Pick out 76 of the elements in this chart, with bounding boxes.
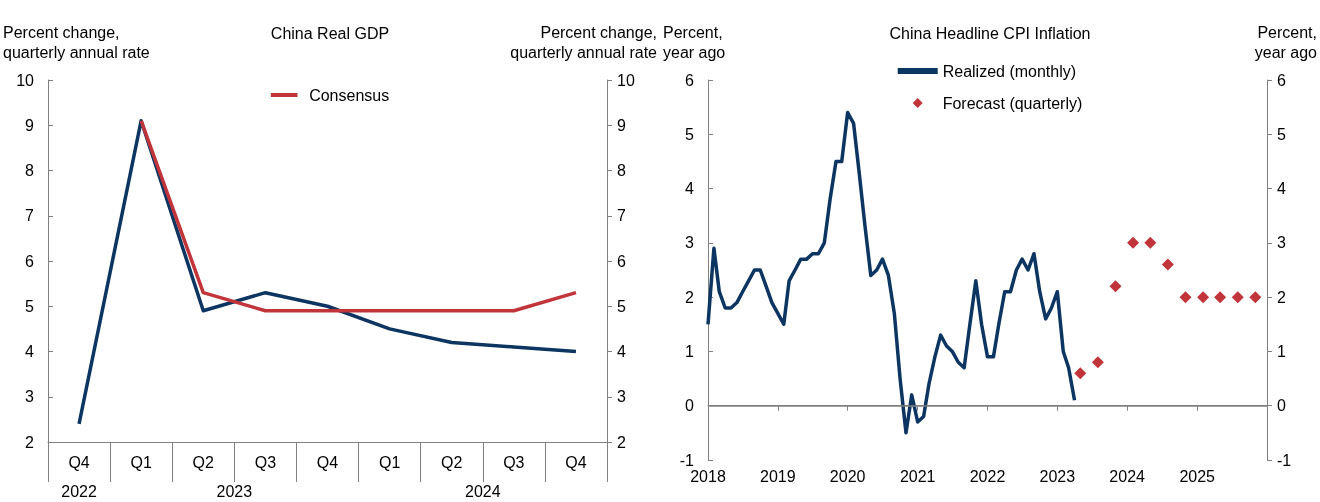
y2-tick-label: 0 bbox=[1277, 397, 1286, 415]
point bbox=[1231, 291, 1244, 304]
point bbox=[1109, 280, 1122, 293]
text: 2023 bbox=[216, 482, 253, 500]
y-tick-label: 3 bbox=[25, 388, 35, 406]
point bbox=[1179, 291, 1192, 304]
y2-tick-label: 3 bbox=[617, 388, 626, 406]
y2-tick-label: 4 bbox=[1277, 180, 1286, 198]
y2-tick-label: 7 bbox=[617, 207, 626, 225]
x-tick-label: Q2 bbox=[192, 453, 215, 471]
y-axis-title: Percent, year ago bbox=[663, 23, 726, 61]
y-tick-label: -1 bbox=[679, 451, 695, 469]
point bbox=[1144, 236, 1157, 249]
y2-tick-label: 9 bbox=[617, 116, 626, 134]
x-tick-label: 2025 bbox=[1179, 467, 1216, 485]
x-tick-label: Q2 bbox=[441, 453, 463, 471]
y2-tick-label: 5 bbox=[617, 297, 626, 315]
y2-axis-title: Percent, year ago bbox=[1254, 23, 1318, 61]
y2-tick-label: 2 bbox=[617, 433, 626, 451]
text: 2022 bbox=[61, 482, 97, 500]
y-tick-label: 6 bbox=[25, 252, 35, 270]
y2-tick-label: 10 bbox=[617, 71, 635, 89]
point bbox=[1214, 291, 1227, 304]
y2-tick-label: 5 bbox=[1277, 125, 1286, 143]
x-tick-label: 2022 bbox=[969, 467, 1006, 485]
x-tick-label: Q3 bbox=[254, 453, 277, 471]
y2-tick-label: -1 bbox=[1277, 451, 1292, 469]
y2-axis-title: Percent change, quarterly annual rate bbox=[510, 23, 658, 61]
point bbox=[1249, 291, 1262, 304]
legend-label: Realized (monthly) bbox=[942, 62, 1077, 80]
y-tick-label: 10 bbox=[16, 71, 35, 89]
y-tick-label: 2 bbox=[685, 288, 695, 306]
text: 2024 bbox=[464, 482, 501, 500]
legend-label: Consensus bbox=[309, 86, 390, 104]
point bbox=[1197, 291, 1210, 304]
x-tick-label: Q4 bbox=[68, 453, 90, 471]
y-tick-label: 4 bbox=[685, 180, 695, 198]
point bbox=[1091, 356, 1104, 369]
x-tick-label: 2018 bbox=[690, 467, 726, 485]
y2-tick-label: 8 bbox=[617, 162, 626, 179]
x-tick-label: 2020 bbox=[829, 467, 866, 485]
y2-tick-label: 3 bbox=[1277, 234, 1286, 252]
y-tick-label: 6 bbox=[685, 71, 695, 89]
chart-title: China Headline CPI Inflation bbox=[889, 24, 1091, 42]
x-tick-label: Q4 bbox=[316, 453, 339, 471]
y-tick-label: 1 bbox=[685, 342, 695, 360]
x-tick-label: 2019 bbox=[760, 467, 796, 485]
legend-label: Forecast (quarterly) bbox=[942, 94, 1083, 112]
x-tick-label: 2023 bbox=[1039, 467, 1076, 485]
chart-title: China Real GDP bbox=[270, 24, 390, 42]
y-tick-label: 8 bbox=[25, 162, 35, 179]
point bbox=[1074, 367, 1087, 380]
line-series bbox=[706, 110, 1077, 435]
x-tick-label: 2021 bbox=[899, 467, 936, 485]
y-tick-label: 5 bbox=[25, 297, 35, 315]
y-tick-label: 0 bbox=[685, 397, 695, 415]
y-tick-label: 3 bbox=[685, 234, 695, 252]
y2-tick-label: 2 bbox=[1277, 288, 1286, 306]
y-tick-label: 5 bbox=[685, 125, 695, 143]
line-series bbox=[77, 118, 578, 426]
y2-tick-label: 4 bbox=[617, 343, 626, 360]
x-tick-label: Q1 bbox=[378, 453, 401, 471]
y-tick-label: 2 bbox=[25, 433, 35, 451]
y-tick-label: 9 bbox=[25, 116, 35, 134]
x-tick-label: Q1 bbox=[130, 453, 152, 471]
y-tick-label: 7 bbox=[25, 207, 35, 225]
x-tick-label: Q4 bbox=[565, 453, 587, 471]
point bbox=[1127, 236, 1140, 249]
y-tick-label: 4 bbox=[25, 343, 35, 360]
x-tick-label: Q3 bbox=[503, 453, 525, 471]
y2-tick-label: 6 bbox=[617, 252, 626, 270]
y-axis-title: Percent change, quarterly annual rate bbox=[3, 23, 150, 61]
y2-tick-label: 6 bbox=[1277, 71, 1286, 89]
x-tick-label: 2024 bbox=[1109, 467, 1146, 485]
point bbox=[1161, 258, 1174, 271]
y2-tick-label: 1 bbox=[1277, 342, 1286, 360]
